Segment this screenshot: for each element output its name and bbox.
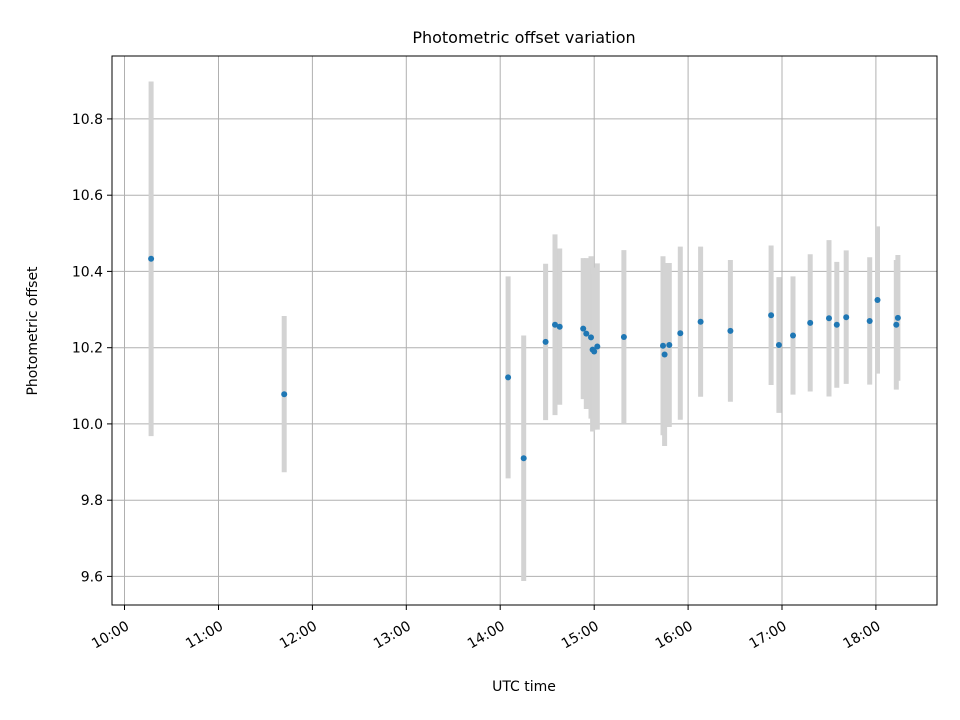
x-tick-label: 10:00 xyxy=(89,618,132,652)
data-point xyxy=(281,391,288,398)
data-point xyxy=(807,319,814,326)
data-point xyxy=(866,318,873,324)
data-point xyxy=(588,334,594,341)
x-tick-label: 15:00 xyxy=(559,618,602,652)
y-tick-label: 10.0 xyxy=(72,417,103,433)
data-point xyxy=(833,321,840,328)
data-point xyxy=(677,330,684,337)
data-point xyxy=(583,330,590,337)
y-tick-label: 10.8 xyxy=(72,112,103,128)
data-point xyxy=(893,321,900,328)
data-point xyxy=(552,321,558,328)
data-point xyxy=(768,312,775,319)
data-point xyxy=(620,334,627,340)
data-point xyxy=(591,348,598,355)
data-point xyxy=(874,297,881,303)
y-tick-label: 10.4 xyxy=(72,264,103,280)
x-tick-label: 16:00 xyxy=(653,618,696,652)
data-point xyxy=(542,338,549,345)
data-point xyxy=(505,374,512,381)
x-tick-label: 12:00 xyxy=(277,618,320,652)
y-tick-label: 9.8 xyxy=(81,493,103,509)
error-bars xyxy=(148,81,901,581)
x-axis-ticks: 10:00 11:00 12:00 13:00 14:00 15:00 16:00 17:00… xyxy=(89,605,884,652)
data-point xyxy=(520,455,527,462)
x-tick-label: 14:00 xyxy=(465,618,508,652)
data-point xyxy=(727,327,734,334)
x-tick-label: 17:00 xyxy=(747,618,790,652)
y-tick-label: 9.6 xyxy=(81,569,103,585)
data-point xyxy=(775,342,782,348)
y-axis-ticks: 9.6 9.8 10.0 10.2 10.4 10.6 10.8 xyxy=(72,112,112,585)
plot-frame xyxy=(111,55,938,606)
x-axis-title: UTC time xyxy=(492,679,556,695)
y-tick-label: 10.6 xyxy=(72,188,103,204)
data-point xyxy=(556,323,563,330)
x-tick-label: 18:00 xyxy=(841,618,884,652)
data-point xyxy=(790,332,796,339)
y-axis-title: Photometric offset xyxy=(25,266,41,396)
data-point xyxy=(826,315,832,322)
data-points xyxy=(148,255,901,462)
data-point xyxy=(697,318,704,325)
x-tick-label: 13:00 xyxy=(371,618,414,652)
data-point xyxy=(661,351,668,358)
data-point xyxy=(148,255,155,262)
data-point xyxy=(594,343,601,350)
y-tick-label: 10.2 xyxy=(72,341,103,357)
data-point xyxy=(666,342,673,348)
data-point xyxy=(894,314,901,321)
x-tick-label: 11:00 xyxy=(183,618,226,652)
data-point xyxy=(580,325,587,332)
data-point xyxy=(660,342,666,349)
chart-title: Photometric offset variation xyxy=(412,28,635,47)
data-point xyxy=(843,314,850,321)
